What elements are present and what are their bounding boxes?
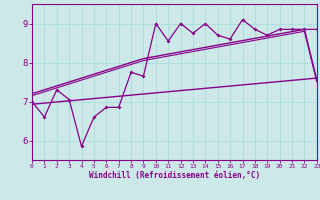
X-axis label: Windchill (Refroidissement éolien,°C): Windchill (Refroidissement éolien,°C) [89, 171, 260, 180]
